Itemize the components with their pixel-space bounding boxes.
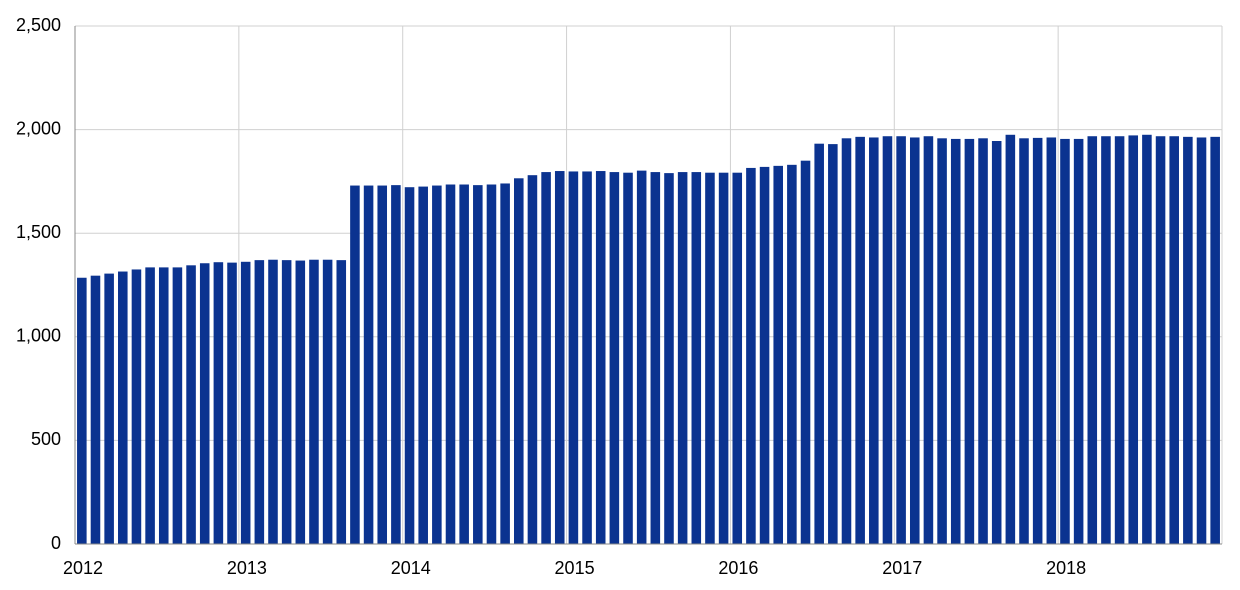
bar [158,267,169,544]
bar [923,136,934,544]
bar [841,138,852,544]
bar [404,187,415,544]
bar [896,136,906,544]
y-tick-label: 0 [51,533,61,553]
bar [1155,136,1166,544]
bar [677,172,688,545]
bar [199,263,210,544]
x-tick-label: 2014 [391,558,431,578]
bar [705,172,715,544]
bar [568,171,579,544]
bar [527,175,538,544]
bar [909,137,920,544]
y-tick-label: 1,500 [16,222,61,242]
bar [1019,138,1029,544]
y-tick-label: 1,000 [16,326,61,346]
bar [937,138,947,544]
bar [377,185,388,544]
bar [1196,137,1207,544]
bar [691,172,702,545]
bar [1169,136,1179,544]
x-tick-label: 2017 [882,558,922,578]
bar [514,178,524,545]
bar [718,172,729,544]
bar [828,144,838,544]
y-tick-label: 2,000 [16,118,61,138]
bar [650,172,661,545]
bar [118,271,128,544]
bar [1046,137,1057,544]
bar [486,184,497,544]
bar [90,275,101,544]
bar [131,269,142,544]
bar [787,164,797,544]
bar [459,184,469,544]
bar [759,166,770,544]
bar [800,160,811,544]
bar [869,137,879,544]
bar [623,172,633,544]
bar [582,171,592,544]
bar [1060,138,1070,544]
bar [350,185,360,544]
bar [309,259,319,544]
bar [991,140,1002,544]
bar [964,138,975,544]
y-tick-label: 500 [31,429,61,449]
bar [732,172,743,544]
bar [950,138,961,544]
x-tick-label: 2016 [718,558,758,578]
x-tick-label: 2012 [63,558,103,578]
x-tick-label: 2018 [1046,558,1086,578]
bar [391,185,401,545]
bar [172,267,183,544]
bar [336,260,347,544]
bar [227,262,237,544]
bar [978,138,988,544]
bar [145,267,155,544]
bar [322,259,333,544]
bar [268,259,278,544]
bar [281,260,292,544]
bar [186,265,196,544]
bar [746,167,756,544]
bar [104,273,114,544]
bar [1128,135,1139,544]
bar [664,173,674,544]
bar [500,183,510,545]
bar [609,172,620,545]
bar [1032,137,1043,544]
bar [554,171,565,545]
bar [473,185,483,545]
bar [240,261,251,544]
bar [295,260,306,544]
bar [363,185,374,544]
bar [595,171,606,545]
bar [254,260,265,544]
bar [1114,136,1125,544]
bar [1101,136,1111,544]
bar [1210,136,1220,545]
bar [1005,134,1016,544]
bar [882,136,893,544]
bar [77,277,87,544]
bar [855,136,865,545]
bar [1073,138,1084,544]
bar [636,170,647,544]
y-tick-label: 2,500 [16,15,61,35]
bar [541,172,551,545]
bar [1183,136,1193,545]
bar [418,186,428,544]
bar [814,143,824,544]
bar [1142,134,1152,544]
bar [432,185,442,544]
bar [213,262,224,544]
bar [773,165,783,545]
bar [445,184,456,544]
x-tick-label: 2015 [555,558,595,578]
x-tick-label: 2013 [227,558,267,578]
bar [1087,136,1098,544]
